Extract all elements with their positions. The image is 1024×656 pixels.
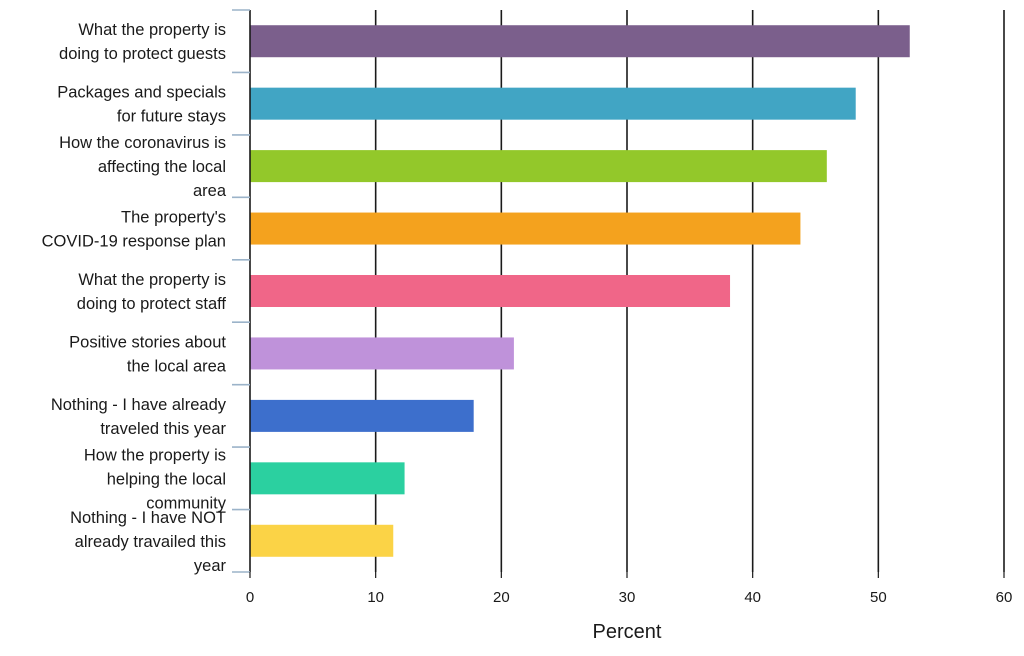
category-label-line: doing to protect guests: [59, 45, 226, 63]
category-label-5: What the property is doing to protect sta…: [77, 271, 227, 313]
category-label-6: Positive stories about the local area: [69, 333, 227, 375]
category-label-line: How the coronavirus is: [59, 134, 226, 152]
bar-2: [250, 87, 856, 120]
category-label-line: doing to protect staff: [77, 295, 227, 313]
category-label-line: for future stays: [117, 108, 226, 126]
bar-6: [250, 337, 514, 370]
category-label-line: community: [146, 494, 227, 512]
category-label-line: traveled this year: [100, 420, 226, 438]
category-label-line: What the property is: [78, 21, 226, 39]
category-label-line: What the property is: [78, 271, 226, 289]
x-tick-label-0: 0: [246, 589, 254, 606]
category-label-1: What the property is doing to protect gue…: [59, 21, 226, 63]
x-axis-ticks: 0 10 20 30 40 50 60: [246, 572, 1013, 606]
bar-1: [250, 25, 910, 58]
category-label-line: already travailed this: [75, 533, 226, 551]
category-label-4: The property's COVID-19 response plan: [42, 209, 226, 251]
category-label-line: The property's: [121, 209, 226, 227]
bar-3: [250, 150, 827, 183]
x-tick-label-40: 40: [744, 589, 761, 606]
bars: [250, 25, 910, 557]
category-label-line: Nothing - I have already: [51, 396, 227, 414]
category-label-line: Packages and specials: [57, 84, 226, 102]
x-tick-label-20: 20: [493, 589, 510, 606]
bar-9: [250, 524, 394, 557]
category-label-7: Nothing - I have already traveled this ye…: [51, 396, 227, 438]
x-tick-label-30: 30: [619, 589, 636, 606]
x-axis-title: Percent: [593, 621, 662, 643]
bar-4: [250, 212, 801, 245]
category-label-line: the local area: [127, 357, 227, 375]
bar-8: [250, 462, 405, 495]
category-label-line: helping the local: [107, 470, 226, 488]
category-label-line: Positive stories about: [69, 333, 226, 351]
x-tick-label-60: 60: [996, 589, 1013, 606]
bar-7: [250, 399, 474, 432]
category-label-line: Nothing - I have NOT: [70, 509, 226, 527]
x-tick-label-10: 10: [367, 589, 384, 606]
y-axis: What the property is doing to protect gue…: [42, 9, 251, 575]
category-label-line: How the property is: [84, 446, 226, 464]
category-label-line: area: [193, 182, 227, 200]
category-label-line: COVID-19 response plan: [42, 233, 226, 251]
category-label-9: Nothing - I have NOT already travailed th…: [70, 509, 226, 575]
category-label-line: affecting the local: [98, 158, 226, 176]
category-label-3: How the coronavirus is affecting the loca…: [59, 134, 227, 200]
bar-5: [250, 275, 731, 307]
category-label-line: year: [194, 557, 227, 575]
x-tick-label-50: 50: [870, 589, 887, 606]
category-label-2: Packages and specials for future stays: [57, 84, 226, 126]
category-label-8: How the property is helping the local comm…: [84, 446, 227, 512]
